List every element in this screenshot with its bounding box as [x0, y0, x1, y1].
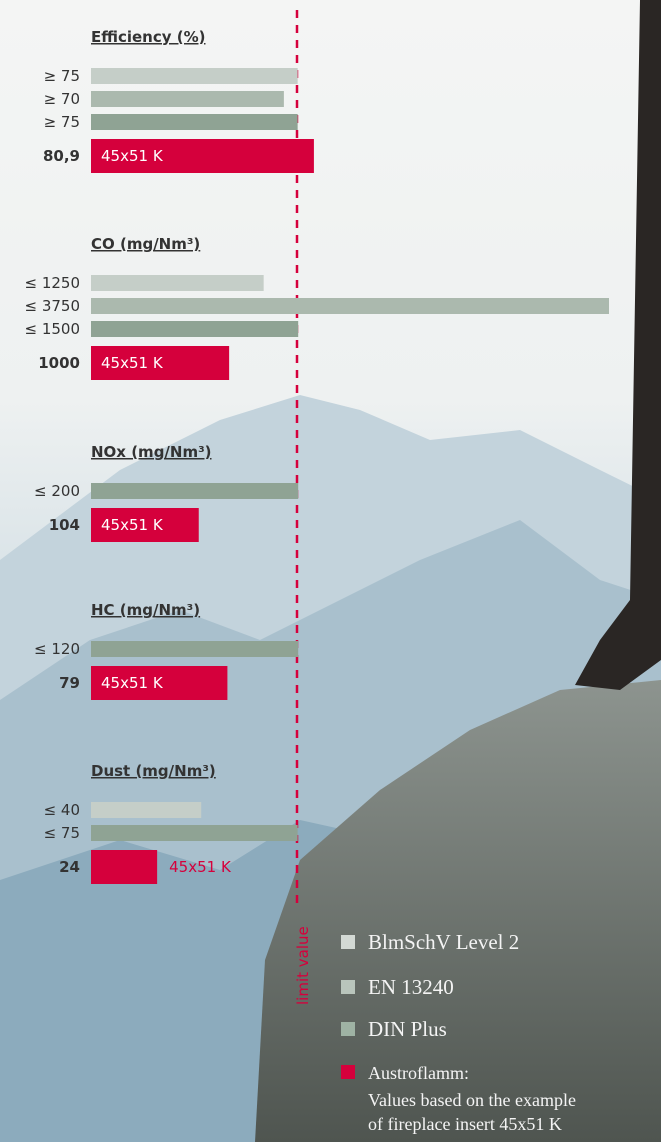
bar [91, 139, 314, 173]
chart-title: CO (mg/Nm³) [91, 235, 200, 253]
value-label: ≤ 75 [44, 824, 80, 842]
legend-note: Values based on the example [368, 1090, 576, 1110]
bar [91, 641, 299, 657]
value-label: ≤ 1250 [24, 274, 80, 292]
legend-note: of fireplace insert 45x51 K [368, 1114, 562, 1134]
legend-swatch [341, 1022, 355, 1036]
legend-swatch [341, 935, 355, 949]
value-label: ≥ 70 [44, 90, 80, 108]
chart-title: Dust (mg/Nm³) [91, 762, 216, 780]
chart-title: NOx (mg/Nm³) [91, 443, 212, 461]
legend-swatch [341, 980, 355, 994]
bar-label: 45x51 K [101, 147, 164, 165]
chart-title: HC (mg/Nm³) [91, 601, 200, 619]
legend: BlmSchV Level 2 EN 13240 DIN Plus Austrofla… [341, 930, 576, 1134]
bar [91, 346, 230, 380]
bar-chart: HC (mg/Nm³) ≤ 120 79 45x51 K [34, 601, 299, 700]
bar [91, 483, 299, 499]
bar [91, 114, 298, 130]
legend-entry: EN 13240 [368, 975, 454, 999]
value-label: 80,9 [43, 147, 80, 165]
value-label: ≤ 120 [34, 640, 80, 658]
bar [91, 298, 609, 314]
value-label: 79 [59, 674, 80, 692]
value-label: ≤ 200 [34, 482, 80, 500]
bar-chart: Dust (mg/Nm³) ≤ 40 ≤ 75 24 45x51 K [44, 762, 298, 884]
value-label: ≤ 1500 [24, 320, 80, 338]
bar [91, 850, 158, 884]
value-label: ≥ 75 [44, 113, 80, 131]
value-label: ≤ 3750 [24, 297, 80, 315]
bar-label: 45x51 K [101, 516, 164, 534]
bar [91, 666, 228, 700]
legend-entry: BlmSchV Level 2 [368, 930, 519, 954]
legend-entry: Austroflamm: [368, 1063, 469, 1083]
limit-label: limit value [294, 926, 312, 1005]
legend-swatch [341, 1065, 355, 1079]
bar-chart: NOx (mg/Nm³) ≤ 200 104 45x51 K [34, 443, 299, 542]
value-label: ≥ 75 [44, 67, 80, 85]
bar-label: 45x51 K [101, 354, 164, 372]
bar-chart: Efficiency (%) ≥ 75 ≥ 70 ≥ 75 80,9 45x51 K [43, 28, 314, 173]
value-label: ≤ 40 [44, 801, 80, 819]
value-label: 104 [49, 516, 80, 534]
bar [91, 68, 298, 84]
bar [91, 321, 299, 337]
bar [91, 275, 264, 291]
chart-title: Efficiency (%) [91, 28, 206, 46]
value-label: 24 [59, 858, 80, 876]
bar [91, 802, 202, 818]
bar [91, 508, 199, 542]
legend-entry: DIN Plus [368, 1017, 447, 1041]
bar [91, 825, 298, 841]
bar [91, 91, 284, 107]
bar-label: 45x51 K [169, 858, 232, 876]
bar-label: 45x51 K [101, 674, 164, 692]
value-label: 1000 [38, 354, 80, 372]
bar-chart: CO (mg/Nm³) ≤ 1250 ≤ 3750 ≤ 1500 1000 45x51 K [24, 235, 609, 380]
